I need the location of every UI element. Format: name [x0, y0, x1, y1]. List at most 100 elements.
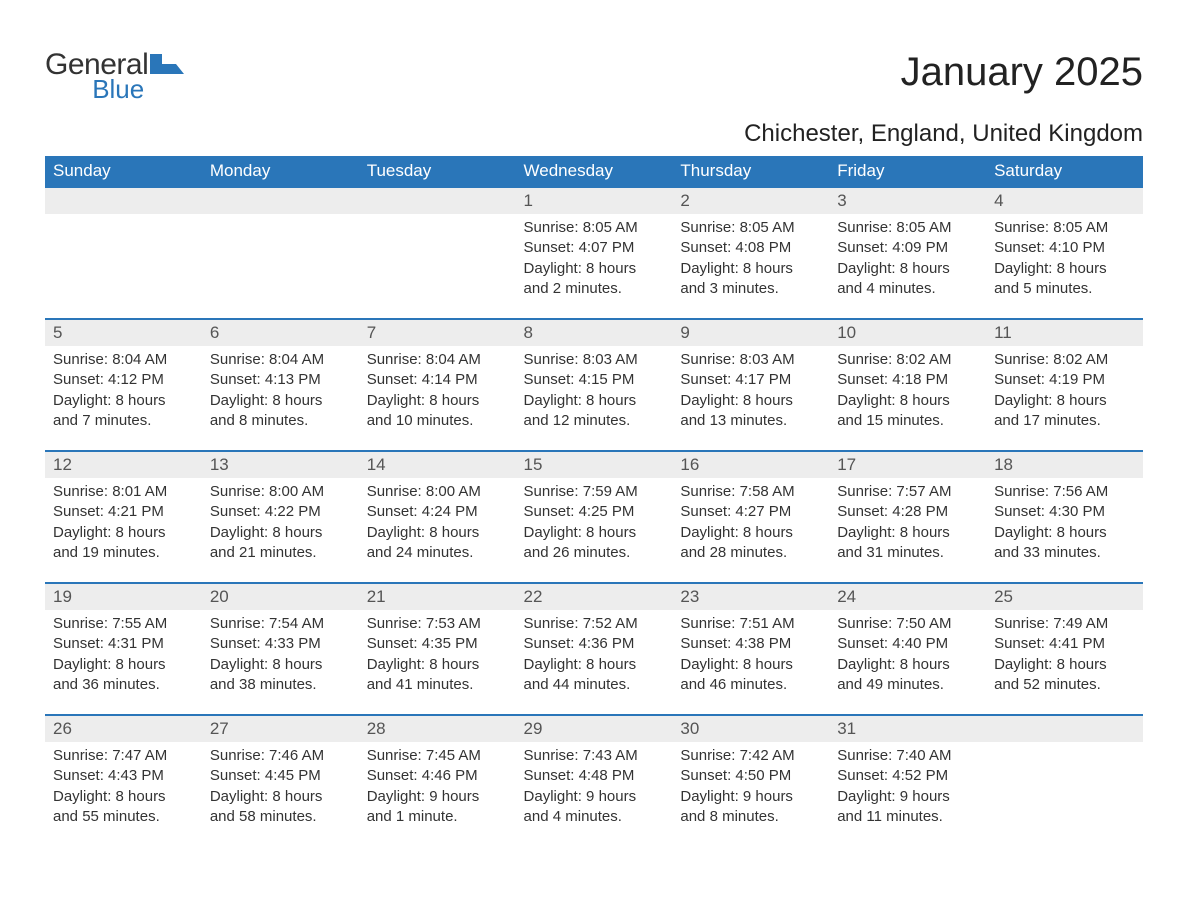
- day-content: Sunrise: 8:02 AMSunset: 4:18 PMDaylight:…: [829, 346, 986, 439]
- day-cell: 10Sunrise: 8:02 AMSunset: 4:18 PMDayligh…: [829, 319, 986, 451]
- day-cell: 27Sunrise: 7:46 AMSunset: 4:45 PMDayligh…: [202, 715, 359, 847]
- sunrise-line: Sunrise: 7:59 AM: [524, 482, 665, 502]
- day-content: Sunrise: 7:58 AMSunset: 4:27 PMDaylight:…: [672, 478, 829, 571]
- daylight-line: Daylight: 8 hours and 44 minutes.: [524, 655, 665, 696]
- day-cell: 16Sunrise: 7:58 AMSunset: 4:27 PMDayligh…: [672, 451, 829, 583]
- day-number: 3: [829, 188, 986, 214]
- day-number: 15: [516, 452, 673, 478]
- day-content: Sunrise: 7:43 AMSunset: 4:48 PMDaylight:…: [516, 742, 673, 835]
- weekday-header: Sunday: [45, 156, 202, 187]
- calendar-table: SundayMondayTuesdayWednesdayThursdayFrid…: [45, 156, 1143, 847]
- day-cell: 30Sunrise: 7:42 AMSunset: 4:50 PMDayligh…: [672, 715, 829, 847]
- daylight-line: Daylight: 8 hours and 12 minutes.: [524, 391, 665, 432]
- day-number: 26: [45, 716, 202, 742]
- day-cell: 15Sunrise: 7:59 AMSunset: 4:25 PMDayligh…: [516, 451, 673, 583]
- sunrise-line: Sunrise: 7:57 AM: [837, 482, 978, 502]
- day-cell: 29Sunrise: 7:43 AMSunset: 4:48 PMDayligh…: [516, 715, 673, 847]
- day-cell: 22Sunrise: 7:52 AMSunset: 4:36 PMDayligh…: [516, 583, 673, 715]
- day-content: [359, 214, 516, 226]
- day-content: Sunrise: 8:02 AMSunset: 4:19 PMDaylight:…: [986, 346, 1143, 439]
- daylight-line: Daylight: 8 hours and 3 minutes.: [680, 259, 821, 300]
- sunrise-line: Sunrise: 8:03 AM: [524, 350, 665, 370]
- day-content: Sunrise: 8:04 AMSunset: 4:14 PMDaylight:…: [359, 346, 516, 439]
- daylight-line: Daylight: 9 hours and 4 minutes.: [524, 787, 665, 828]
- sunset-line: Sunset: 4:10 PM: [994, 238, 1135, 258]
- title-block: January 2025: [901, 50, 1143, 95]
- sunrise-line: Sunrise: 8:05 AM: [524, 218, 665, 238]
- day-cell: 8Sunrise: 8:03 AMSunset: 4:15 PMDaylight…: [516, 319, 673, 451]
- day-cell: 5Sunrise: 8:04 AMSunset: 4:12 PMDaylight…: [45, 319, 202, 451]
- day-content: [202, 214, 359, 226]
- day-cell: 2Sunrise: 8:05 AMSunset: 4:08 PMDaylight…: [672, 187, 829, 319]
- day-content: Sunrise: 8:05 AMSunset: 4:07 PMDaylight:…: [516, 214, 673, 307]
- sunrise-line: Sunrise: 8:05 AM: [994, 218, 1135, 238]
- day-number: 17: [829, 452, 986, 478]
- sunset-line: Sunset: 4:31 PM: [53, 634, 194, 654]
- day-content: [986, 742, 1143, 754]
- day-cell: 21Sunrise: 7:53 AMSunset: 4:35 PMDayligh…: [359, 583, 516, 715]
- sunrise-line: Sunrise: 8:05 AM: [837, 218, 978, 238]
- daylight-line: Daylight: 8 hours and 4 minutes.: [837, 259, 978, 300]
- sunrise-line: Sunrise: 7:52 AM: [524, 614, 665, 634]
- sunset-line: Sunset: 4:07 PM: [524, 238, 665, 258]
- daylight-line: Daylight: 8 hours and 2 minutes.: [524, 259, 665, 300]
- sunrise-line: Sunrise: 8:04 AM: [367, 350, 508, 370]
- sunrise-line: Sunrise: 7:46 AM: [210, 746, 351, 766]
- day-content: Sunrise: 7:57 AMSunset: 4:28 PMDaylight:…: [829, 478, 986, 571]
- day-number: 30: [672, 716, 829, 742]
- day-number: 29: [516, 716, 673, 742]
- sunset-line: Sunset: 4:15 PM: [524, 370, 665, 390]
- week-row: 26Sunrise: 7:47 AMSunset: 4:43 PMDayligh…: [45, 715, 1143, 847]
- day-number: 25: [986, 584, 1143, 610]
- day-number: 22: [516, 584, 673, 610]
- sunset-line: Sunset: 4:28 PM: [837, 502, 978, 522]
- day-content: Sunrise: 7:47 AMSunset: 4:43 PMDaylight:…: [45, 742, 202, 835]
- sunset-line: Sunset: 4:33 PM: [210, 634, 351, 654]
- sunset-line: Sunset: 4:38 PM: [680, 634, 821, 654]
- day-content: Sunrise: 8:04 AMSunset: 4:13 PMDaylight:…: [202, 346, 359, 439]
- day-number: 21: [359, 584, 516, 610]
- weekday-header-row: SundayMondayTuesdayWednesdayThursdayFrid…: [45, 156, 1143, 187]
- daylight-line: Daylight: 8 hours and 28 minutes.: [680, 523, 821, 564]
- week-row: 19Sunrise: 7:55 AMSunset: 4:31 PMDayligh…: [45, 583, 1143, 715]
- day-cell: 4 Sunrise: 8:05 AMSunset: 4:10 PMDaylight…: [986, 187, 1143, 319]
- sunrise-line: Sunrise: 7:49 AM: [994, 614, 1135, 634]
- day-number: [45, 188, 202, 214]
- day-number: 10: [829, 320, 986, 346]
- sunset-line: Sunset: 4:52 PM: [837, 766, 978, 786]
- day-number: 27: [202, 716, 359, 742]
- weekday-header: Monday: [202, 156, 359, 187]
- daylight-line: Daylight: 8 hours and 15 minutes.: [837, 391, 978, 432]
- day-content: Sunrise: 8:05 AMSunset: 4:08 PMDaylight:…: [672, 214, 829, 307]
- daylight-line: Daylight: 8 hours and 46 minutes.: [680, 655, 821, 696]
- sunset-line: Sunset: 4:50 PM: [680, 766, 821, 786]
- day-content: Sunrise: 7:52 AMSunset: 4:36 PMDaylight:…: [516, 610, 673, 703]
- day-cell: 1Sunrise: 8:05 AMSunset: 4:07 PMDaylight…: [516, 187, 673, 319]
- day-content: [45, 214, 202, 226]
- sunset-line: Sunset: 4:35 PM: [367, 634, 508, 654]
- daylight-line: Daylight: 8 hours and 5 minutes.: [994, 259, 1135, 300]
- day-number: 5: [45, 320, 202, 346]
- day-number: 1: [516, 188, 673, 214]
- day-cell: 25Sunrise: 7:49 AMSunset: 4:41 PMDayligh…: [986, 583, 1143, 715]
- sunrise-line: Sunrise: 8:04 AM: [53, 350, 194, 370]
- daylight-line: Daylight: 8 hours and 52 minutes.: [994, 655, 1135, 696]
- logo: General Blue: [45, 50, 186, 102]
- header: General Blue January 2025: [45, 50, 1143, 102]
- daylight-line: Daylight: 8 hours and 13 minutes.: [680, 391, 821, 432]
- daylight-line: Daylight: 8 hours and 10 minutes.: [367, 391, 508, 432]
- day-cell: 18Sunrise: 7:56 AMSunset: 4:30 PMDayligh…: [986, 451, 1143, 583]
- day-number: 9: [672, 320, 829, 346]
- sunset-line: Sunset: 4:17 PM: [680, 370, 821, 390]
- sunrise-line: Sunrise: 8:00 AM: [367, 482, 508, 502]
- day-cell: 7Sunrise: 8:04 AMSunset: 4:14 PMDaylight…: [359, 319, 516, 451]
- daylight-line: Daylight: 8 hours and 36 minutes.: [53, 655, 194, 696]
- sunset-line: Sunset: 4:19 PM: [994, 370, 1135, 390]
- sunrise-line: Sunrise: 7:58 AM: [680, 482, 821, 502]
- daylight-line: Daylight: 9 hours and 11 minutes.: [837, 787, 978, 828]
- day-number: 4: [986, 188, 1143, 214]
- daylight-line: Daylight: 8 hours and 17 minutes.: [994, 391, 1135, 432]
- day-cell: 26Sunrise: 7:47 AMSunset: 4:43 PMDayligh…: [45, 715, 202, 847]
- day-cell: 19Sunrise: 7:55 AMSunset: 4:31 PMDayligh…: [45, 583, 202, 715]
- daylight-line: Daylight: 8 hours and 8 minutes.: [210, 391, 351, 432]
